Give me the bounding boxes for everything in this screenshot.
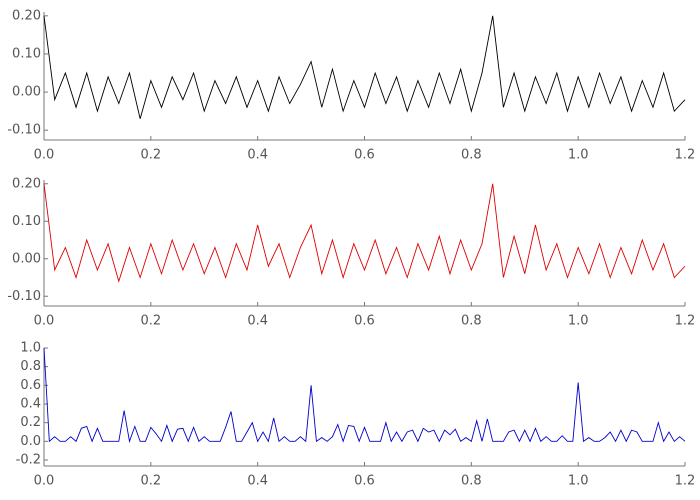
- y-tick-label: 1.0: [20, 341, 41, 356]
- x-tick-label: 0.8: [461, 148, 482, 163]
- y-tick-label: 0.10: [12, 214, 41, 229]
- y-tick-label: 0.20: [12, 8, 41, 23]
- y-tick-label: -0.10: [7, 289, 41, 304]
- signal-line: [43, 15, 686, 119]
- x-tick-label: 1.2: [675, 474, 696, 489]
- x-tick-label: 0.0: [34, 314, 55, 329]
- y-tick-label: -0.10: [7, 123, 41, 138]
- x-tick-label: 0.4: [247, 314, 268, 329]
- x-tick-label: 0.6: [354, 474, 375, 489]
- signal-line: [43, 183, 686, 283]
- x-tick-label: 1.0: [568, 474, 589, 489]
- y-tick-label: -0.2: [16, 453, 41, 468]
- x-tick-label: 0.8: [461, 314, 482, 329]
- y-tick-label: 0.0: [20, 434, 41, 449]
- y-tick-label: 0.20: [12, 176, 41, 191]
- x-tick-label: 0.2: [140, 474, 161, 489]
- y-tick-label: 0.4: [20, 397, 41, 412]
- x-tick-label: 0.2: [140, 314, 161, 329]
- x-tick-label: 1.0: [568, 314, 589, 329]
- x-tick-label: 0.6: [354, 314, 375, 329]
- y-tick-label: 0.6: [20, 378, 41, 393]
- x-tick-label: 0.4: [247, 474, 268, 489]
- x-tick-label: 1.2: [675, 148, 696, 163]
- x-tick-label: 1.0: [568, 148, 589, 163]
- x-tick-label: 0.8: [461, 474, 482, 489]
- x-tick-label: 0.0: [34, 474, 55, 489]
- x-tick-label: 0.2: [140, 148, 161, 163]
- x-tick-label: 0.6: [354, 148, 375, 163]
- y-tick-label: 0.10: [12, 46, 41, 61]
- y-tick-label: 0.00: [12, 251, 41, 266]
- y-tick-label: 0.8: [20, 359, 41, 374]
- x-tick-label: 0.0: [34, 148, 55, 163]
- y-tick-label: 0.2: [20, 415, 41, 430]
- y-tick-label: 0.00: [12, 85, 41, 100]
- signal-line: [43, 347, 686, 444]
- x-tick-label: 0.4: [247, 148, 268, 163]
- x-tick-label: 1.2: [675, 314, 696, 329]
